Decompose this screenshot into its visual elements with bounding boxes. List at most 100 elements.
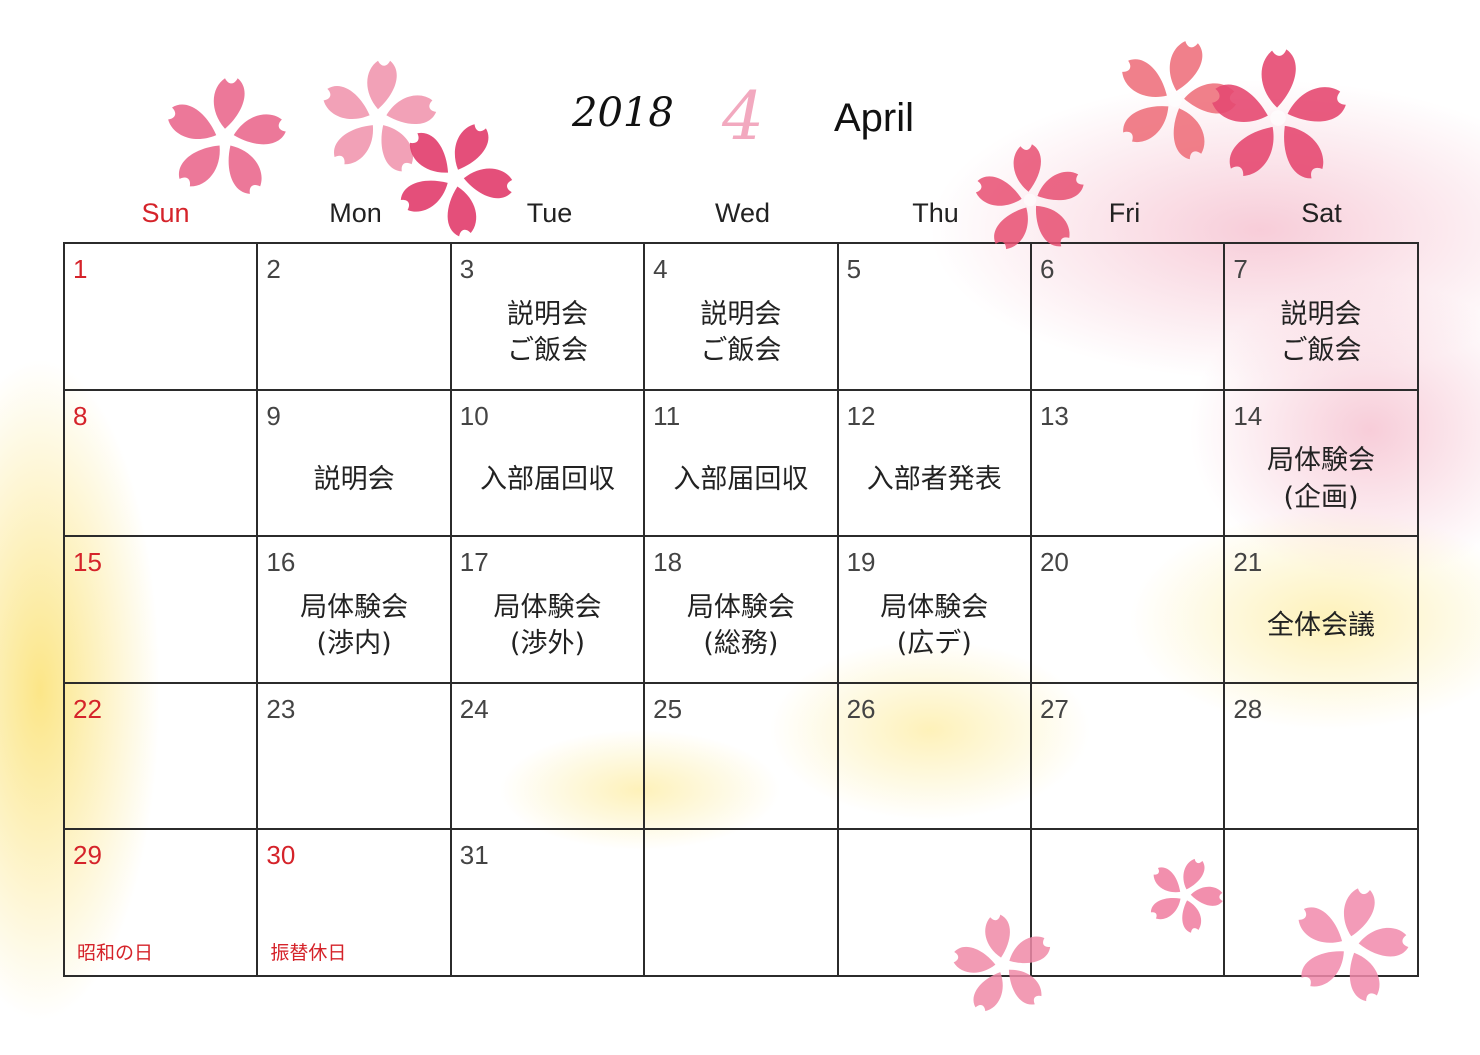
weekday-sun: Sun bbox=[141, 198, 190, 228]
weekday-sat: Sat bbox=[1301, 198, 1342, 228]
event-list: 局体験会 (総務) bbox=[645, 579, 836, 674]
event-label: 説明会 bbox=[1280, 298, 1362, 330]
event-list: 局体験会 (広デ) bbox=[839, 579, 1030, 674]
day-number: 15 bbox=[73, 547, 102, 578]
day-cell bbox=[1031, 830, 1226, 977]
weekday-fri: Fri bbox=[1108, 198, 1141, 228]
day-cell: 4 説明会 ご飯会 bbox=[645, 244, 839, 391]
event-label: (企画) bbox=[1283, 481, 1359, 513]
event-list: 説明会 ご飯会 bbox=[1225, 286, 1416, 381]
day-number: 29 bbox=[73, 840, 102, 871]
day-number: 21 bbox=[1233, 547, 1263, 578]
day-cell: 11 入部届回収 bbox=[645, 390, 839, 538]
event-list: 局体験会 (渉外) bbox=[452, 579, 643, 674]
day-number: 30 bbox=[266, 840, 296, 871]
day-cell: 31 bbox=[451, 830, 646, 977]
weekday-tue: Tue bbox=[526, 198, 573, 228]
day-cell: 30 振替休日 bbox=[258, 830, 452, 977]
day-cell: 17 局体験会 (渉外) bbox=[451, 537, 646, 684]
day-cell: 12 入部者発表 bbox=[838, 390, 1032, 538]
day-cell: 20 bbox=[1031, 537, 1226, 684]
event-label: 説明会 bbox=[700, 298, 782, 330]
day-cell: 14 局体験会 (企画) bbox=[1225, 390, 1419, 538]
day-cell: 27 bbox=[1031, 683, 1226, 831]
day-cell bbox=[645, 830, 839, 977]
event-label: (渉外) bbox=[509, 628, 586, 660]
event-label: 局体験会 bbox=[300, 592, 409, 624]
day-cell: 1 bbox=[65, 244, 259, 391]
day-cell: 19 局体験会 (広デ) bbox=[838, 537, 1032, 684]
month-name: April bbox=[834, 96, 915, 140]
event-list: 全体会議 bbox=[1225, 579, 1416, 674]
day-number: 3 bbox=[459, 254, 475, 284]
day-cell bbox=[1225, 830, 1419, 977]
event-label: ご飯会 bbox=[1280, 335, 1362, 367]
event-list: 説明会 ご飯会 bbox=[452, 286, 643, 381]
day-number: 18 bbox=[653, 547, 683, 578]
day-cell: 28 bbox=[1225, 683, 1419, 831]
event-list: 入部届回収 bbox=[452, 433, 643, 528]
day-cell: 26 bbox=[838, 683, 1032, 831]
event-label: (渉内) bbox=[316, 628, 392, 660]
day-number: 1 bbox=[73, 254, 88, 284]
weekday-mon: Mon bbox=[329, 198, 382, 228]
event-list: 説明会 bbox=[258, 433, 449, 528]
calendar-grid: 1 2 3 説明会 ご飯会 4 説明会 ご飯会 5 6 7 説明会 ご飯会 8 9 説明会 10 入部届回収 11 入… bbox=[63, 242, 1419, 977]
event-list: 局体験会 (企画) bbox=[1225, 433, 1416, 528]
event-label: 説明会 bbox=[313, 463, 395, 495]
month-number: 4 bbox=[722, 78, 764, 155]
day-number: 19 bbox=[846, 547, 876, 578]
day-cell: 13 bbox=[1031, 390, 1226, 538]
day-cell: 9 説明会 bbox=[258, 390, 452, 538]
day-number: 6 bbox=[1039, 254, 1055, 284]
day-number: 25 bbox=[653, 693, 683, 724]
day-cell: 22 bbox=[65, 683, 259, 831]
event-label: ご飯会 bbox=[700, 335, 782, 367]
day-cell: 8 bbox=[65, 390, 259, 538]
day-number: 2 bbox=[266, 254, 281, 284]
event-label: 入部届回収 bbox=[673, 463, 809, 495]
day-number: 26 bbox=[846, 693, 876, 724]
day-cell: 29 昭和の日 bbox=[65, 830, 259, 977]
event-list: 入部者発表 bbox=[839, 433, 1030, 528]
holiday-label: 振替休日 bbox=[270, 941, 347, 964]
day-number: 17 bbox=[459, 547, 489, 578]
day-number: 14 bbox=[1233, 400, 1263, 431]
day-number: 5 bbox=[846, 254, 862, 284]
day-number: 16 bbox=[266, 547, 296, 578]
day-cell: 7 説明会 ご飯会 bbox=[1225, 244, 1419, 391]
day-number: 22 bbox=[73, 693, 102, 724]
day-number: 7 bbox=[1233, 254, 1248, 284]
day-cell: 21 全体会議 bbox=[1225, 537, 1419, 684]
day-number: 24 bbox=[459, 693, 489, 724]
day-cell: 3 説明会 ご飯会 bbox=[451, 244, 646, 391]
event-label: 説明会 bbox=[506, 298, 588, 330]
event-label: 局体験会 bbox=[493, 592, 602, 624]
day-number: 11 bbox=[653, 400, 681, 431]
event-label: 局体験会 bbox=[1267, 445, 1376, 477]
event-label: 局体験会 bbox=[686, 592, 795, 624]
event-label: 局体験会 bbox=[880, 592, 989, 624]
day-cell: 6 bbox=[1031, 244, 1226, 391]
day-number: 31 bbox=[459, 840, 489, 871]
day-cell: 10 入部届回収 bbox=[451, 390, 646, 538]
event-list: 局体験会 (渉内) bbox=[258, 579, 449, 674]
event-label: 入部届回収 bbox=[479, 463, 615, 495]
weekday-thu: Thu bbox=[912, 198, 959, 228]
day-cell: 5 bbox=[838, 244, 1032, 391]
day-number: 23 bbox=[266, 693, 296, 724]
day-number: 20 bbox=[1039, 547, 1069, 578]
day-cell: 16 局体験会 (渉内) bbox=[258, 537, 452, 684]
event-list: 説明会 ご飯会 bbox=[645, 286, 836, 381]
weekday-wed: Wed bbox=[714, 198, 771, 228]
day-number: 8 bbox=[73, 400, 88, 431]
event-label: 入部者発表 bbox=[866, 463, 1002, 495]
day-number: 12 bbox=[846, 400, 876, 431]
day-cell: 25 bbox=[645, 683, 839, 831]
event-label: (広デ) bbox=[896, 628, 972, 660]
day-number: 28 bbox=[1233, 693, 1263, 724]
day-number: 27 bbox=[1039, 693, 1069, 724]
holiday-label: 昭和の日 bbox=[77, 941, 154, 964]
day-number: 13 bbox=[1039, 400, 1069, 431]
day-number: 10 bbox=[459, 400, 489, 431]
